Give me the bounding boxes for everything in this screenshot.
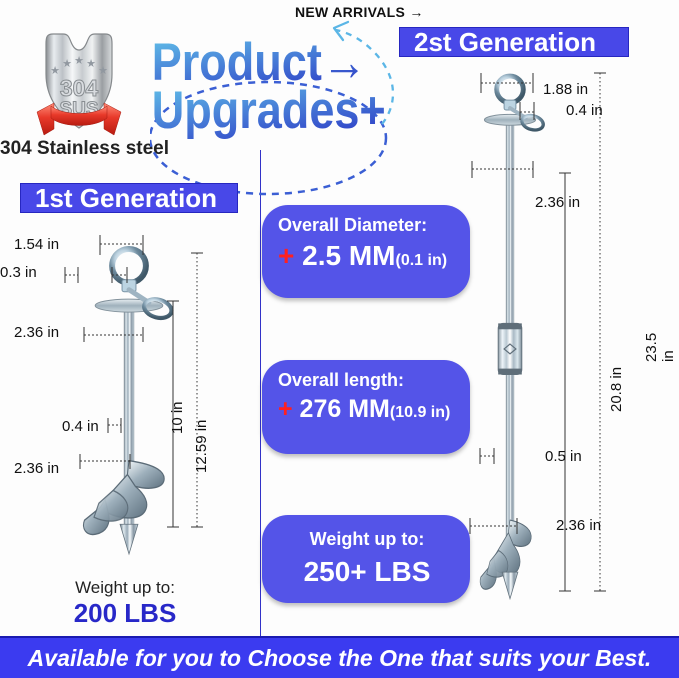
svg-text:★: ★ [74,55,84,67]
svg-text:★: ★ [86,58,96,70]
svg-text:★: ★ [98,65,108,77]
svg-text:304: 304 [60,75,99,101]
svg-text:★: ★ [62,58,72,70]
svg-text:★: ★ [50,65,60,77]
